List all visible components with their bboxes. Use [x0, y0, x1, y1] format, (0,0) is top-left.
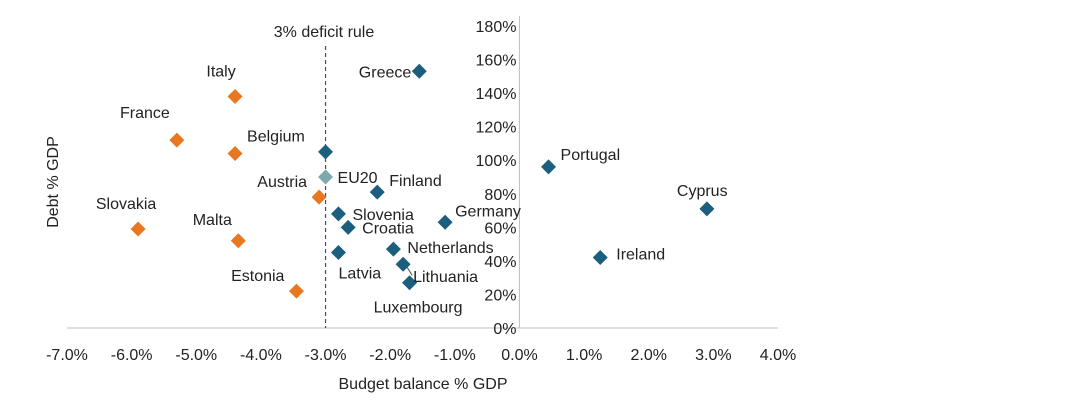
point-label-luxembourg: Luxembourg: [374, 300, 463, 317]
point-label-greece: Greece: [359, 64, 412, 81]
point-italy: [227, 88, 243, 104]
y-tick-label: 0%: [493, 321, 516, 338]
x-tick-label: -7.0%: [46, 347, 88, 364]
point-austria: [311, 189, 327, 205]
point-slovenia: [330, 206, 346, 222]
y-tick-label: 40%: [484, 254, 516, 271]
point-label-germany: Germany: [455, 203, 521, 220]
point-unlabeled: [318, 144, 334, 160]
point-lithuania: [395, 256, 411, 272]
point-netherlands: [385, 241, 401, 257]
point-ireland: [592, 250, 608, 266]
y-tick-label: 60%: [484, 220, 516, 237]
x-tick-label: -4.0%: [240, 347, 282, 364]
x-tick-label: 3.0%: [695, 347, 731, 364]
point-label-eu20: EU20: [338, 170, 378, 187]
point-eu20: [318, 169, 334, 185]
x-tick-label: 2.0%: [630, 347, 666, 364]
point-greece: [411, 63, 427, 79]
point-latvia: [330, 245, 346, 260]
x-tick-label: 4.0%: [760, 347, 796, 364]
point-label-lithuania: Lithuania: [413, 269, 478, 286]
y-tick-label: 140%: [476, 86, 517, 103]
x-axis-title: Budget balance % GDP: [339, 376, 508, 393]
point-slovakia: [130, 221, 146, 237]
y-tick-label: 160%: [476, 53, 517, 70]
point-malta: [230, 233, 246, 249]
point-label-ireland: Ireland: [616, 247, 665, 264]
y-tick-label: 180%: [476, 19, 517, 36]
point-label-italy: Italy: [206, 63, 235, 80]
x-tick-label: -2.0%: [369, 347, 411, 364]
y-tick-label: 100%: [476, 153, 517, 170]
point-label-estonia: Estonia: [231, 268, 284, 285]
y-axis-title: Debt % GDP: [45, 136, 62, 228]
point-belgium: [227, 146, 243, 162]
data-points: [130, 63, 715, 299]
point-label-croatia: Croatia: [362, 220, 414, 237]
point-portugal: [541, 159, 557, 175]
x-tick-label: -5.0%: [175, 347, 217, 364]
point-labels: Italy France Belgium Austria Slovakia Malta Es…: [96, 63, 728, 316]
x-tick-label: -3.0%: [305, 347, 347, 364]
point-label-finland: Finland: [389, 173, 441, 190]
x-tick-label: 1.0%: [566, 347, 602, 364]
reference-line-label: 3% deficit rule: [274, 24, 375, 41]
x-tick-label: -6.0%: [111, 347, 153, 364]
point-label-austria: Austria: [257, 174, 307, 191]
point-label-belgium: Belgium: [247, 129, 305, 146]
point-label-slovenia: Slovenia: [352, 207, 413, 224]
y-tick-label: 20%: [484, 287, 516, 304]
point-cyprus: [699, 201, 715, 217]
leader-line: [406, 266, 413, 276]
point-label-cyprus: Cyprus: [677, 183, 728, 200]
x-tick-label: -1.0%: [434, 347, 476, 364]
x-tick-label: 0.0%: [501, 347, 537, 364]
point-germany: [437, 214, 453, 230]
point-estonia: [288, 283, 304, 299]
axes: -7.0% -6.0% -5.0% -4.0% -3.0% -2.0% -1.0% 0.0% 1…: [46, 16, 796, 364]
point-label-malta: Malta: [193, 212, 232, 229]
y-tick-label: 80%: [484, 187, 516, 204]
point-france: [169, 132, 185, 148]
point-label-latvia: Latvia: [338, 266, 381, 283]
point-label-france: France: [120, 105, 170, 122]
point-label-netherlands: Netherlands: [407, 240, 493, 257]
y-tick-label: 120%: [476, 120, 517, 137]
point-label-slovakia: Slovakia: [96, 196, 157, 213]
point-label-portugal: Portugal: [561, 147, 621, 164]
point-finland: [369, 184, 385, 200]
point-luxembourg: [402, 275, 418, 291]
point-croatia: [340, 219, 356, 235]
